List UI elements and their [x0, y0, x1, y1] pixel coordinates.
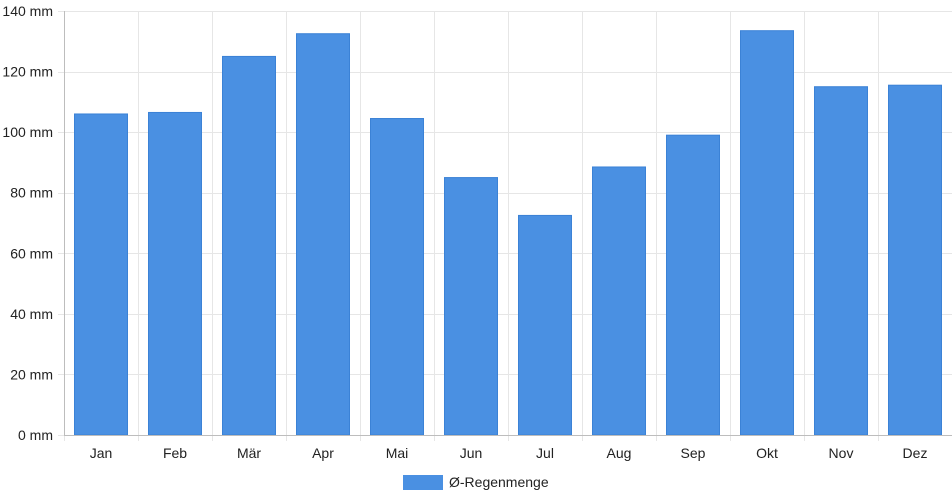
legend[interactable]: Ø-Regenmenge [403, 474, 549, 490]
y-axis-tick-labels: 0 mm 20 mm 40 mm 60 mm 80 mm 100 mm 120 mm 140 … [2, 3, 53, 443]
y-tick-label: 80 mm [10, 185, 53, 201]
x-tick-label: Nov [829, 445, 854, 461]
x-tick-label: Sep [681, 445, 706, 461]
grid-lines [58, 11, 952, 441]
y-tick-label: 120 mm [2, 64, 53, 80]
bars [74, 30, 942, 436]
x-tick-label: Feb [163, 445, 187, 461]
y-tick-label: 20 mm [10, 366, 53, 382]
bar-feb[interactable] [148, 111, 202, 436]
x-tick-label: Jun [460, 445, 483, 461]
bar-aug[interactable] [592, 166, 646, 436]
y-tick-label: 140 mm [2, 3, 53, 19]
legend-label[interactable]: Ø-Regenmenge [449, 474, 549, 490]
bar-jul[interactable] [518, 214, 572, 436]
bar-jan[interactable] [74, 113, 128, 436]
bar-okt[interactable] [740, 30, 794, 436]
y-tick-label: 0 mm [18, 427, 53, 443]
bar-jun[interactable] [444, 177, 498, 436]
x-tick-label: Apr [312, 445, 334, 461]
x-tick-label: Jul [536, 445, 554, 461]
x-tick-label: Okt [756, 445, 778, 461]
bar-mai[interactable] [370, 118, 424, 436]
bar-nov[interactable] [814, 86, 868, 436]
x-axis-tick-labels: Jan Feb Mär Apr Mai Jun Jul Aug Sep Okt Nov Dez [90, 445, 928, 461]
y-tick-label: 100 mm [2, 124, 53, 140]
y-tick-label: 40 mm [10, 306, 53, 322]
x-tick-label: Jan [90, 445, 113, 461]
x-tick-label: Aug [607, 445, 632, 461]
x-tick-label: Dez [903, 445, 928, 461]
legend-swatch[interactable] [403, 475, 443, 490]
x-tick-label: Mär [237, 445, 261, 461]
axes [64, 11, 952, 436]
bar-sep[interactable] [666, 134, 720, 436]
y-tick-label: 60 mm [10, 245, 53, 261]
bar-dez[interactable] [888, 84, 942, 436]
bar-apr[interactable] [296, 33, 350, 436]
x-tick-label: Mai [386, 445, 409, 461]
bar-mär[interactable] [222, 55, 276, 436]
